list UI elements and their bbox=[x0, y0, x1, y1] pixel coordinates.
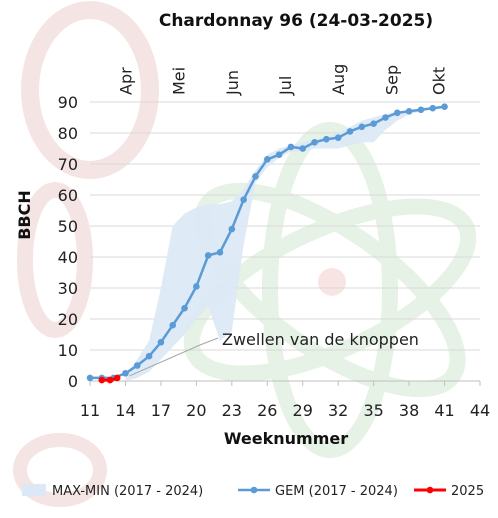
y-tick-label: 60 bbox=[58, 186, 78, 205]
data-point bbox=[358, 123, 366, 131]
x-tick-label: 20 bbox=[186, 401, 206, 420]
data-point bbox=[417, 106, 425, 114]
data-point bbox=[133, 362, 141, 369]
background-watermark bbox=[13, 1, 477, 507]
data-point bbox=[86, 374, 94, 382]
annotation: Zwellen van de knoppen bbox=[129, 330, 419, 377]
x-tick-label: 29 bbox=[293, 401, 313, 420]
data-point bbox=[122, 369, 129, 377]
x-tick-label: 23 bbox=[222, 401, 242, 420]
data-point bbox=[323, 135, 330, 143]
legend-label: GEM (2017 - 2024) bbox=[275, 484, 398, 499]
legend-swatch-marker bbox=[250, 486, 258, 494]
month-label: Apr bbox=[116, 67, 135, 95]
data-point bbox=[157, 338, 165, 346]
data-point bbox=[98, 376, 106, 384]
data-point bbox=[193, 283, 200, 290]
data-point bbox=[216, 249, 224, 256]
data-point bbox=[382, 114, 389, 121]
x-tick-label: 35 bbox=[363, 401, 383, 420]
month-labels: Apr Mei Jun Jul Aug Sep Okt bbox=[116, 64, 448, 96]
y-tick-label: 50 bbox=[58, 217, 78, 236]
data-point bbox=[441, 103, 448, 110]
y-tick-labels: 0 10 20 30 40 50 60 70 80 90 bbox=[58, 93, 78, 391]
data-point bbox=[393, 109, 401, 117]
x-tick-label: 44 bbox=[470, 401, 490, 420]
legend-label: MAX-MIN (2017 - 2024) bbox=[52, 484, 203, 499]
legend-swatch-marker bbox=[426, 486, 434, 494]
data-point bbox=[263, 156, 271, 163]
max-min-band bbox=[125, 105, 445, 381]
y-axis-title: BBCH bbox=[15, 190, 34, 240]
annotation-leader bbox=[129, 337, 219, 377]
chart-title: Chardonnay 96 (24-03-2025) bbox=[159, 11, 433, 31]
x-tick-label: 14 bbox=[115, 401, 135, 420]
data-point bbox=[145, 352, 153, 360]
x-tick-label: 41 bbox=[434, 401, 454, 420]
annotation-text: Zwellen van de knoppen bbox=[222, 330, 419, 349]
y-tick-label: 70 bbox=[58, 155, 78, 174]
data-point bbox=[334, 134, 342, 141]
data-point bbox=[240, 196, 247, 203]
month-label: Okt bbox=[430, 67, 449, 95]
y-tick-label: 80 bbox=[58, 124, 78, 143]
legend: MAX-MIN (2017 - 2024) GEM (2017 - 2024) 20… bbox=[22, 484, 484, 499]
y-tick-label: 20 bbox=[58, 310, 78, 329]
data-point bbox=[204, 252, 212, 259]
y-tick-label: 40 bbox=[58, 248, 78, 267]
data-point bbox=[275, 151, 283, 158]
month-label: Jul bbox=[276, 76, 295, 96]
data-point bbox=[370, 120, 377, 127]
x-tick-label: 11 bbox=[80, 401, 100, 420]
data-point bbox=[106, 376, 114, 384]
legend-label: 2025 bbox=[451, 484, 484, 499]
data-point bbox=[311, 139, 318, 146]
data-point bbox=[181, 304, 188, 312]
month-label: Jun bbox=[223, 70, 242, 96]
data-point bbox=[252, 173, 259, 180]
data-point bbox=[429, 104, 437, 112]
y-tick-label: 0 bbox=[68, 372, 78, 391]
data-point bbox=[405, 108, 413, 115]
y-tick-label: 90 bbox=[58, 93, 78, 112]
x-tick-labels: 11 14 17 20 23 26 29 32 35 38 41 44 bbox=[80, 401, 490, 420]
data-point bbox=[287, 143, 295, 151]
month-label: Aug bbox=[329, 64, 348, 95]
month-label: Sep bbox=[382, 65, 401, 95]
x-tick-label: 32 bbox=[328, 401, 348, 420]
legend-swatch-band bbox=[22, 484, 46, 496]
data-point bbox=[299, 145, 307, 152]
max-min-band-area bbox=[125, 105, 445, 381]
x-tick-label: 38 bbox=[399, 401, 419, 420]
data-point bbox=[228, 225, 236, 233]
y-tick-label: 30 bbox=[58, 279, 78, 298]
y-tick-label: 10 bbox=[58, 341, 78, 360]
month-label: Mei bbox=[170, 67, 189, 95]
x-tick-label: 17 bbox=[151, 401, 171, 420]
data-point bbox=[346, 128, 354, 135]
series bbox=[86, 103, 448, 384]
x-axis-title: Weeknummer bbox=[224, 429, 348, 448]
data-point bbox=[169, 321, 177, 329]
x-tick-label: 26 bbox=[257, 401, 277, 420]
data-point bbox=[113, 374, 121, 382]
